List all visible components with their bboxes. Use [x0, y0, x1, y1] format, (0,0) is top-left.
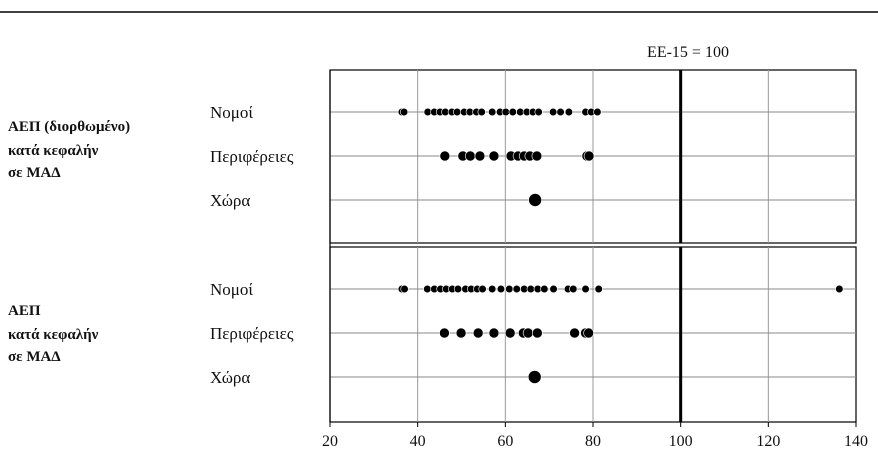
group-label-line: κατά κεφαλήν: [8, 143, 99, 159]
x-tick-label: 80: [585, 433, 601, 450]
data-point: [453, 284, 463, 294]
data-point: [399, 107, 409, 117]
data-point: [531, 150, 543, 162]
data-point: [532, 327, 543, 339]
data-point: [569, 284, 578, 294]
data-point: [501, 107, 510, 117]
panel-1: Νομοί Περιφέρειες Χώρα ΑΕΠ (διορθωμένο) κατά…: [8, 69, 857, 244]
data-point: [439, 150, 451, 162]
data-point: [556, 107, 565, 117]
data-point: [488, 284, 497, 294]
data-point: [594, 284, 603, 294]
data-point: [505, 284, 514, 294]
group-label-line: ΑΕΠ: [8, 303, 41, 319]
data-point: [504, 327, 516, 339]
data-point: [472, 327, 484, 339]
data-point: [488, 107, 497, 117]
data-point: [835, 284, 844, 294]
x-tick-label: 120: [756, 433, 780, 450]
data-point: [549, 284, 558, 294]
group-label-line: ΑΕΠ (διορθωμένο): [8, 119, 130, 135]
data-point: [488, 150, 500, 162]
data-point: [564, 107, 573, 117]
data-point: [593, 107, 602, 117]
panel-2: Νομοί Περιφέρειες Χώρα ΑΕΠ κατά κεφαλήν σε ΜΑ…: [8, 246, 857, 423]
row-label: Περιφέρειες: [210, 147, 294, 166]
data-point: [527, 370, 542, 384]
data-point: [526, 284, 535, 294]
data-point: [439, 327, 450, 339]
data-point: [478, 284, 487, 294]
data-point: [474, 150, 486, 162]
data-point: [488, 327, 500, 339]
data-point: [583, 327, 594, 339]
data-point: [496, 284, 506, 294]
group-label-line: σε ΜΑΔ: [8, 349, 61, 365]
x-tick-label: 140: [844, 433, 868, 450]
x-tick-label: 60: [497, 433, 513, 450]
data-point: [528, 193, 542, 207]
x-tick-label: 40: [410, 433, 426, 450]
data-point: [508, 107, 517, 117]
data-point: [455, 327, 467, 339]
data-point: [464, 150, 476, 162]
data-point: [549, 107, 558, 117]
data-point: [423, 284, 432, 294]
data-point: [400, 284, 409, 294]
data-point: [581, 284, 590, 294]
data-point: [534, 107, 543, 117]
row-label: Περιφέρειες: [210, 324, 294, 343]
data-point: [522, 327, 534, 339]
x-axis-ticks: 20 40 60 80 100 120 140: [322, 422, 868, 450]
data-point: [512, 284, 521, 294]
x-tick-label: 100: [669, 433, 693, 450]
data-point: [477, 107, 486, 117]
data-point: [569, 327, 580, 339]
row-label: Χώρα: [210, 191, 250, 210]
x-tick-label: 20: [322, 433, 338, 450]
panels: Νομοί Περιφέρειες Χώρα ΑΕΠ (διορθωμένο) κατά…: [8, 69, 857, 423]
reference-line-label: ΕΕ-15 = 100: [647, 44, 729, 61]
data-point: [540, 284, 549, 294]
group-label-line: σε ΜΑΔ: [8, 165, 61, 181]
group-label-line: κατά κεφαλήν: [8, 327, 99, 343]
row-label: Νομοί: [210, 280, 253, 299]
row-label: Χώρα: [210, 368, 250, 387]
row-label: Νομοί: [210, 103, 253, 122]
data-point: [583, 150, 595, 162]
data-point: [453, 107, 462, 117]
